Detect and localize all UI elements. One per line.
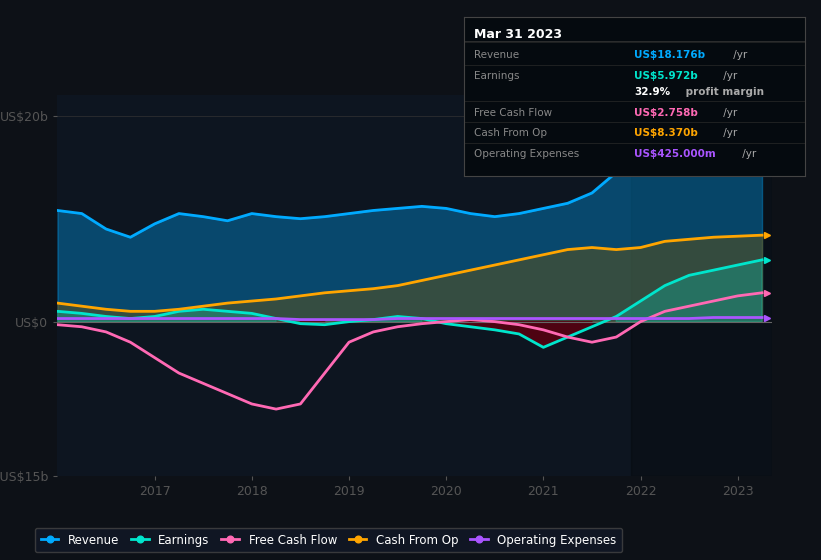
Text: Mar 31 2023: Mar 31 2023	[474, 28, 562, 41]
Text: profit margin: profit margin	[682, 87, 764, 97]
Bar	[631, 95, 772, 476]
Text: /yr: /yr	[720, 128, 737, 138]
Text: 32.9%: 32.9%	[635, 87, 671, 97]
Text: US$2.758b: US$2.758b	[635, 108, 698, 118]
Text: Revenue: Revenue	[474, 50, 519, 60]
Text: Operating Expenses: Operating Expenses	[474, 149, 580, 159]
Text: /yr: /yr	[730, 50, 747, 60]
Text: Earnings: Earnings	[474, 71, 520, 81]
Legend: Revenue, Earnings, Free Cash Flow, Cash From Op, Operating Expenses: Revenue, Earnings, Free Cash Flow, Cash …	[34, 528, 622, 552]
Text: US$18.176b: US$18.176b	[635, 50, 705, 60]
Text: US$5.972b: US$5.972b	[635, 71, 698, 81]
Text: /yr: /yr	[720, 71, 737, 81]
Text: US$8.370b: US$8.370b	[635, 128, 698, 138]
Text: /yr: /yr	[739, 149, 756, 159]
Text: /yr: /yr	[720, 108, 737, 118]
Text: Cash From Op: Cash From Op	[474, 128, 547, 138]
Text: Free Cash Flow: Free Cash Flow	[474, 108, 553, 118]
Text: US$425.000m: US$425.000m	[635, 149, 716, 159]
